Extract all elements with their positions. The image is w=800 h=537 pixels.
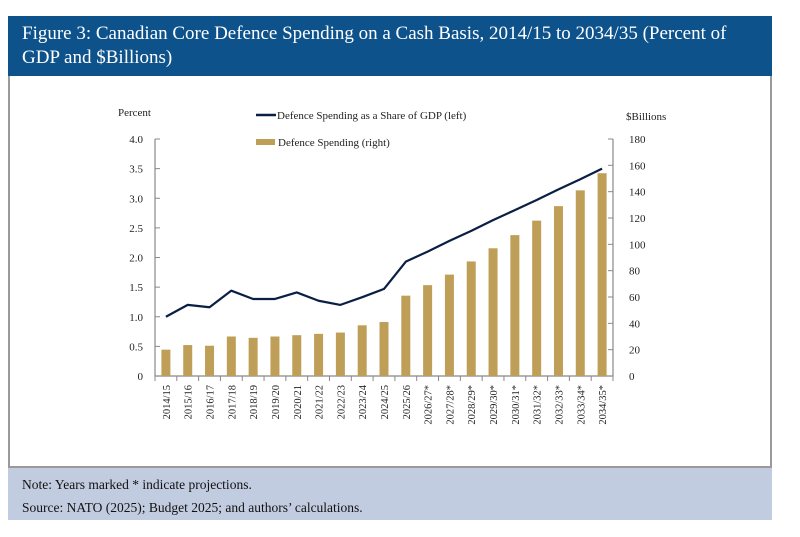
- x-tick-label: 2018/19: [249, 385, 260, 419]
- bar: [488, 248, 498, 376]
- share-of-gdp-line: [165, 167, 603, 318]
- right-tick-label: 0: [629, 371, 635, 383]
- left-tick-label: 0.5: [129, 341, 143, 353]
- bar: [444, 274, 454, 376]
- right-tick-label: 40: [629, 318, 641, 330]
- left-tick-label: 2.5: [129, 223, 143, 235]
- left-tick-label: 3.0: [129, 193, 143, 205]
- x-tick-label: 2020/21: [293, 385, 304, 419]
- source-text: Source: NATO (2025); Budget 2025; and au…: [22, 500, 363, 515]
- bar: [161, 349, 171, 376]
- bar: [553, 206, 563, 376]
- x-tick-label: 2034/35*: [598, 385, 609, 425]
- bar: [510, 235, 520, 376]
- bar: [205, 345, 215, 376]
- left-tick-label: 1.0: [129, 312, 143, 324]
- bar: [226, 336, 236, 376]
- bar: [270, 336, 280, 376]
- note-text: Note: Years marked * indicate projection…: [22, 477, 252, 492]
- left-tick-label: 0: [138, 371, 144, 383]
- left-tick-label: 2.0: [129, 253, 143, 265]
- x-tick-label: 2026/27*: [424, 385, 435, 425]
- x-tick-label: 2016/17: [206, 385, 217, 419]
- bar: [335, 332, 345, 376]
- right-tick-label: 120: [629, 213, 646, 225]
- legend-line-label: Defence Spending as a Share of GDP (left…: [277, 110, 467, 122]
- bar: [401, 295, 411, 376]
- x-tick-label: 2031/32*: [533, 385, 544, 425]
- x-tick-label: 2022/23: [336, 385, 347, 419]
- right-tick-label: 180: [629, 134, 646, 146]
- x-tick-label: 2014/15: [162, 385, 173, 419]
- bar: [423, 285, 433, 376]
- right-tick-label: 60: [629, 292, 641, 304]
- x-tick-label: 2032/33*: [554, 385, 565, 425]
- legend-bar-label: Defence Spending (right): [278, 137, 390, 149]
- figure-title: Figure 3: Canadian Core Defence Spending…: [8, 16, 772, 76]
- left-tick-label: 3.5: [129, 164, 143, 176]
- bar: [248, 337, 258, 376]
- right-tick-label: 80: [629, 266, 641, 278]
- bar: [314, 333, 324, 376]
- bar: [357, 325, 367, 376]
- left-tick-label: 1.5: [129, 282, 143, 294]
- right-tick-label: 140: [629, 187, 646, 199]
- bar: [575, 190, 585, 376]
- bar: [597, 173, 607, 376]
- figure-footer: Note: Years marked * indicate projection…: [8, 468, 772, 520]
- x-tick-label: 2023/24: [358, 384, 369, 419]
- right-tick-label: 160: [629, 160, 646, 172]
- x-tick-label: 2015/16: [184, 385, 195, 419]
- bar: [183, 345, 193, 376]
- x-tick-label: 2024/25: [380, 385, 391, 419]
- x-tick-label: 2027/28*: [445, 385, 456, 425]
- left-axis-label: Percent: [118, 107, 151, 119]
- x-tick-label: 2028/29*: [467, 385, 478, 425]
- right-tick-label: 100: [629, 239, 646, 251]
- legend-bar-swatch: [256, 139, 275, 145]
- x-tick-label: 2019/20: [271, 385, 282, 419]
- legend: Defence Spending as a Share of GDP (left…: [256, 110, 467, 149]
- right-tick-label: 20: [629, 345, 641, 357]
- right-axis-label: $Billions: [626, 111, 666, 123]
- bar: [292, 335, 302, 376]
- bar: [466, 261, 476, 376]
- x-tick-label: 2021/22: [315, 385, 326, 419]
- x-tick-label: 2029/30*: [489, 385, 500, 425]
- left-tick-label: 4.0: [129, 134, 143, 146]
- x-tick-label: 2030/31*: [511, 385, 522, 425]
- x-tick-label: 2025/26: [402, 385, 413, 419]
- bar: [379, 322, 389, 376]
- chart-frame: [8, 76, 772, 468]
- bar: [532, 220, 542, 376]
- x-tick-label: 2033/34*: [576, 385, 587, 425]
- x-tick-label: 2017/18: [227, 385, 238, 419]
